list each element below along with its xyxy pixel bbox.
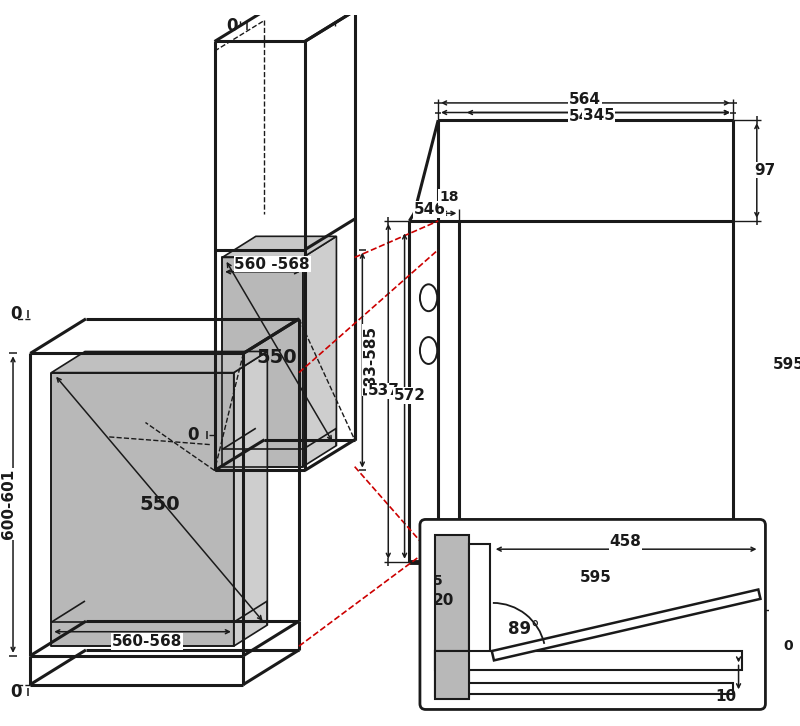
Text: 0: 0 xyxy=(188,426,199,444)
Text: 550: 550 xyxy=(257,348,298,367)
Polygon shape xyxy=(435,651,742,670)
Polygon shape xyxy=(435,651,469,699)
Text: 595: 595 xyxy=(773,357,800,372)
Ellipse shape xyxy=(420,285,438,311)
Text: 583-585: 583-585 xyxy=(362,325,378,395)
Circle shape xyxy=(447,568,458,579)
Text: 560-568: 560-568 xyxy=(112,634,182,649)
Text: 458: 458 xyxy=(610,534,642,549)
Text: 5: 5 xyxy=(434,574,443,588)
Text: 595: 595 xyxy=(580,569,611,584)
Polygon shape xyxy=(222,237,337,258)
Polygon shape xyxy=(303,237,337,467)
Ellipse shape xyxy=(420,337,438,364)
Polygon shape xyxy=(469,544,490,667)
Text: 572: 572 xyxy=(394,388,426,403)
Text: 537: 537 xyxy=(367,383,399,399)
Text: 345: 345 xyxy=(582,108,614,123)
Text: 560 -568: 560 -568 xyxy=(234,257,310,272)
Text: 20: 20 xyxy=(432,592,454,608)
Text: 0: 0 xyxy=(10,305,22,323)
Polygon shape xyxy=(454,682,733,694)
Text: 0: 0 xyxy=(783,639,793,653)
Text: 0: 0 xyxy=(226,17,238,35)
Polygon shape xyxy=(222,258,303,467)
Text: 543: 543 xyxy=(569,109,601,124)
Text: 89°: 89° xyxy=(508,620,539,638)
Text: 97: 97 xyxy=(754,163,775,178)
Text: 18: 18 xyxy=(439,190,458,204)
Text: 0: 0 xyxy=(10,683,22,701)
Text: 10: 10 xyxy=(715,688,737,703)
Text: 546: 546 xyxy=(414,202,446,217)
Text: 550: 550 xyxy=(139,494,180,513)
Text: 564: 564 xyxy=(569,91,601,107)
Polygon shape xyxy=(234,351,267,646)
Text: 600-601: 600-601 xyxy=(1,469,16,539)
FancyBboxPatch shape xyxy=(420,519,766,709)
Polygon shape xyxy=(492,590,761,661)
Polygon shape xyxy=(51,372,234,646)
Polygon shape xyxy=(51,351,267,372)
Polygon shape xyxy=(435,535,469,696)
